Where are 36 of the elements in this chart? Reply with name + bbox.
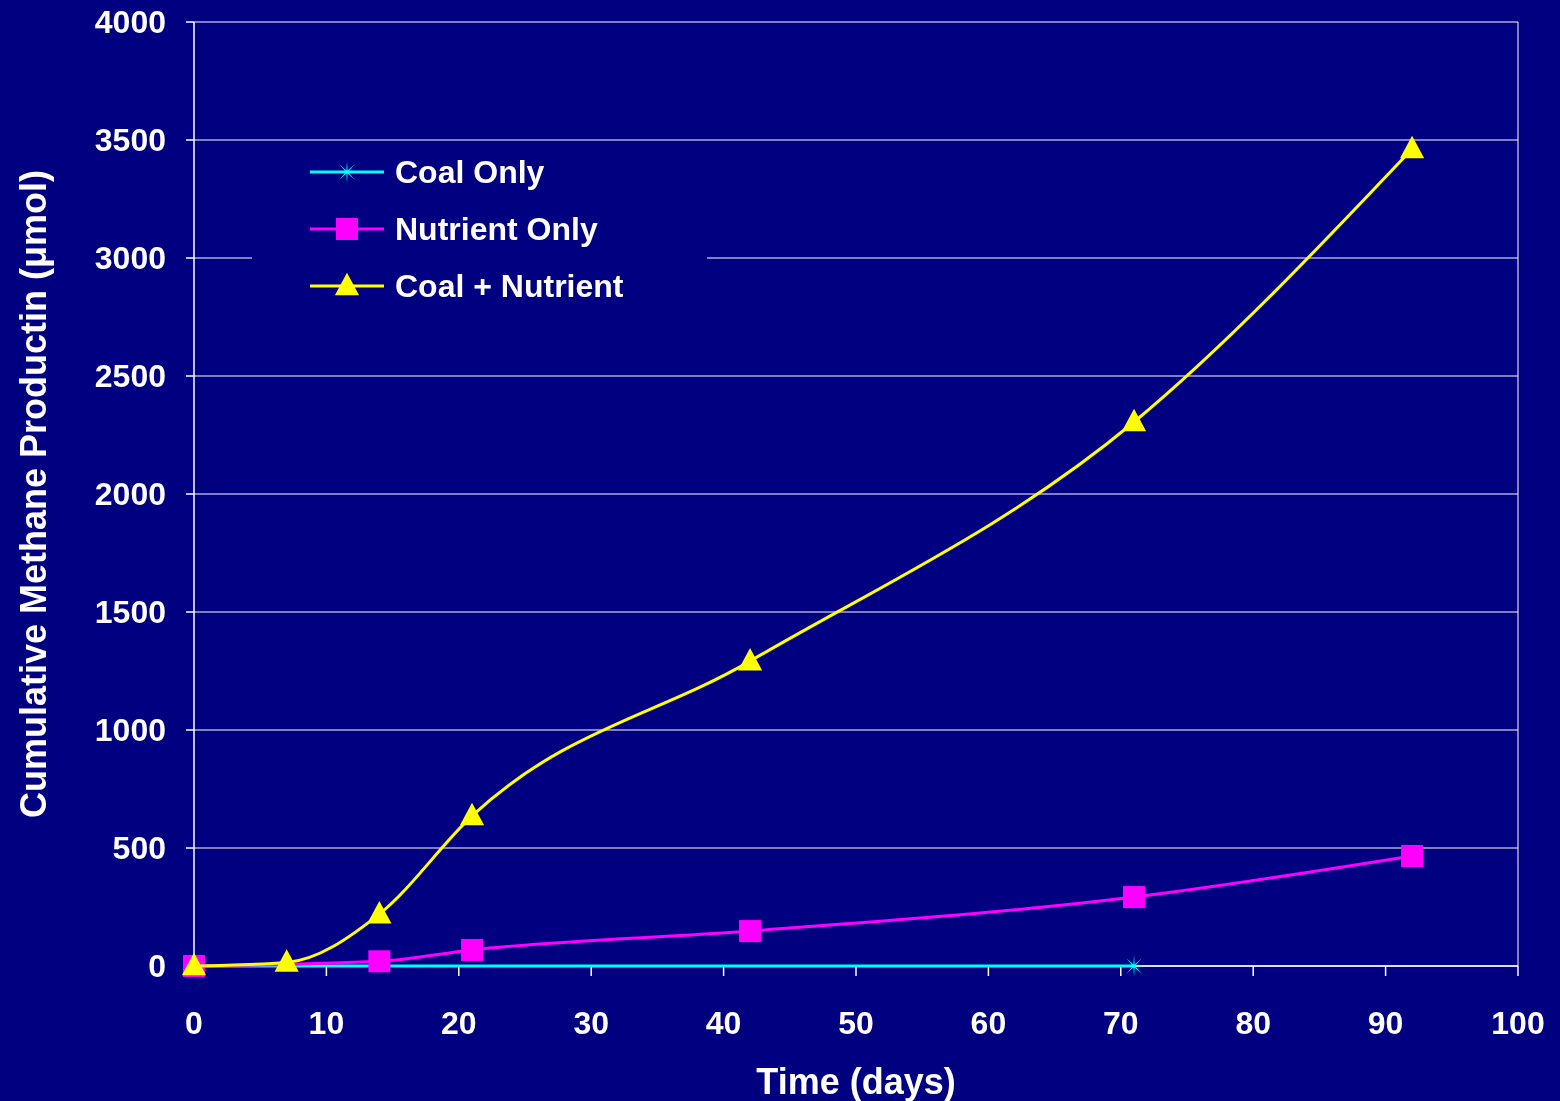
y-tick-label: 2000 [94,476,166,513]
x-tick-label: 40 [705,1005,742,1041]
x-tick-label: 30 [573,1005,609,1041]
x-tick-label: 100 [1491,1005,1545,1041]
x-tick-label: 60 [970,1005,1007,1041]
y-tick-label: 1500 [94,594,166,631]
x-tick-label: 50 [838,1005,874,1041]
point [737,647,763,671]
y-tick-label: 3000 [94,240,166,277]
point [739,920,762,943]
x-tick-label: 20 [441,1005,477,1041]
y-tick-label: 1000 [94,712,166,749]
x-tick-label: 80 [1235,1005,1271,1041]
y-tick-label: 2500 [94,358,166,395]
point [368,950,391,973]
point [274,949,299,972]
y-tick-label: 0 [148,948,166,985]
x-tick-label: 90 [1367,1005,1404,1041]
y-axis-title: Cumulative Methane Productin (μmol) [13,169,54,819]
point [461,938,484,961]
x-tick-label: 70 [1103,1005,1139,1041]
y-tick-label: 3500 [94,122,166,159]
y-tick-label: 4000 [94,4,166,41]
point [459,802,485,826]
point [1123,886,1146,909]
point [1399,135,1425,159]
x-tick-label: 10 [308,1005,345,1041]
legend-label: Nutrient Only [395,211,598,248]
point [367,900,392,924]
legend-label: Coal + Nutrient [395,268,624,305]
x-tick-label: 0 [185,1005,203,1041]
point [1401,845,1424,868]
y-tick-label: 500 [112,830,166,867]
point [1121,408,1147,432]
x-axis-title: Time (days) [756,1061,956,1101]
legend-label: Coal Only [395,154,545,191]
